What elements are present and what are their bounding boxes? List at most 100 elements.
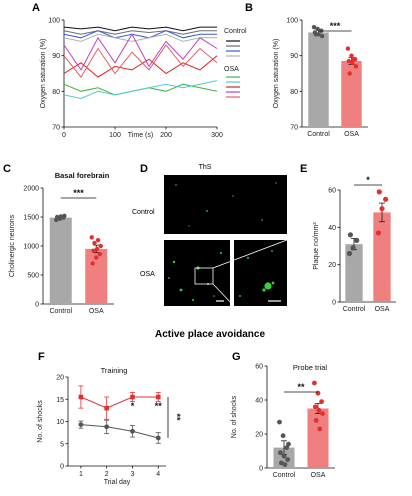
micrograph-stain-label: ThS — [199, 164, 212, 171]
panel-g-data-point — [280, 433, 286, 439]
panel-b-bar-control — [308, 32, 329, 127]
panel-f-data-point — [78, 422, 84, 428]
panel-g-data-point — [320, 411, 325, 416]
panel-c-data-point — [59, 215, 64, 220]
panel-e-y-tick-label: 60 — [328, 188, 336, 195]
panel-b-data-point — [345, 46, 351, 51]
panel-e-data-point — [375, 230, 381, 236]
panel-g-data-point — [285, 457, 290, 462]
panel-g-data-point — [315, 390, 321, 396]
panel-f-y-tick-label: 5 — [60, 441, 64, 448]
panel-e-data-point — [350, 245, 356, 251]
panel-a-trace-osa — [63, 55, 218, 78]
panel-f-x-tick-label: 4 — [156, 471, 160, 478]
panel-c-data-point — [94, 246, 100, 252]
panel-label-a: A — [32, 2, 40, 14]
panel-c-y-tick-label: 2000 — [23, 186, 39, 193]
panel-e-data-point — [383, 196, 389, 202]
panel-a-y-axis-label: Oxygen saturation (%) — [40, 39, 47, 109]
panel-g-y-tick-label: 40 — [255, 398, 263, 405]
panel-f-data-point — [78, 394, 84, 400]
panel-c-y-tick-label: 1000 — [23, 244, 39, 251]
panel-f-x-tick-label: 2 — [105, 471, 109, 478]
panel-g-y-tick-label: 20 — [255, 432, 263, 439]
panel-c-data-point — [89, 235, 94, 240]
panel-c-data-point — [91, 248, 96, 253]
panel-label-b: B — [245, 2, 253, 14]
panel-a-legend-osa: OSA — [224, 66, 239, 73]
panel-f-line-control — [80, 424, 159, 439]
panel-g-y-tick-label: 60 — [255, 364, 263, 371]
panel-f-data-point — [104, 405, 109, 411]
panel-label-f: F — [38, 351, 45, 363]
panel-e-x-tick-label: Control — [343, 306, 366, 313]
panel-f-x-axis-label: Trial day — [104, 479, 131, 486]
panel-e-data-point — [379, 206, 385, 212]
panel-e-x-tick-label: OSA — [375, 306, 390, 313]
micrograph-zoom-box — [194, 267, 214, 285]
micrograph-row-label-control: Control — [132, 209, 155, 216]
panel-c-x-tick-label: OSA — [89, 308, 104, 315]
panel-g-data-point — [313, 418, 319, 423]
panel-f-y-tick-label: 15 — [56, 397, 64, 404]
panel-e-y-axis-label: Plaque no/mm² — [313, 222, 320, 270]
panel-f-data-point — [130, 428, 135, 434]
panel-f-y-tick-label: 10 — [56, 419, 64, 426]
panel-e-significance-label: * — [366, 175, 370, 185]
panel-b-data-point — [311, 24, 317, 30]
panel-label-d: D — [140, 163, 148, 175]
panel-e-bar-osa — [373, 212, 391, 302]
panel-c-data-point — [92, 240, 97, 246]
panel-a-trace-control — [63, 30, 217, 35]
panel-g-data-point — [316, 407, 322, 413]
panel-f-y-axis-label: No. of shocks — [37, 400, 44, 443]
panel-g-data-point — [282, 462, 288, 467]
panel-e-data-point — [346, 250, 353, 257]
panel-g-data-point — [319, 399, 324, 405]
panel-g-data-point — [286, 441, 291, 447]
panel-e-y-tick-label: 20 — [328, 262, 336, 269]
panel-b-x-tick-label: OSA — [344, 131, 359, 138]
panel-f-line-osa — [80, 396, 159, 409]
panel-g-data-point — [312, 380, 317, 386]
micrograph-plaque-dots — [168, 182, 277, 301]
panel-g-y-tick-label: 0 — [259, 466, 263, 473]
panel-b-y-tick-label: 80 — [290, 89, 298, 96]
panel-b-data-point — [315, 26, 320, 32]
panel-f-y-tick-label: 20 — [56, 375, 64, 382]
panel-g-x-tick-label: OSA — [311, 472, 326, 479]
panel-f-title: Training — [101, 366, 128, 375]
panel-e-data-point — [347, 232, 353, 238]
panel-b-data-point — [346, 58, 351, 64]
panel-f-x-tick-label: 1 — [79, 471, 83, 478]
panel-c-bar-control — [49, 217, 72, 304]
panel-b-data-point — [349, 53, 354, 58]
panel-b-data-point — [353, 64, 359, 69]
panel-c-data-point — [94, 255, 99, 260]
panel-g-title: Probe trial — [293, 363, 328, 372]
panel-e-data-point — [376, 189, 382, 195]
panel-g-x-tick-label: Control — [273, 472, 296, 479]
panel-b-x-tick-label: Control — [307, 131, 330, 138]
panel-b-bar-osa — [341, 61, 362, 128]
panel-c-data-point — [95, 238, 101, 243]
panel-f-annotation-overall: ** — [172, 414, 182, 422]
panel-g-data-point — [278, 460, 284, 466]
panel-c-data-point — [97, 251, 103, 257]
panel-b-data-point — [319, 33, 325, 39]
panel-a-x-tick-label: 300 — [211, 132, 223, 139]
panel-c-x-tick-label: Control — [49, 308, 72, 315]
panel-a-x-axis-label: Time (s) — [128, 132, 153, 139]
panel-f-data-point — [130, 394, 135, 400]
panel-a-y-tick-label: 100 — [48, 18, 60, 25]
panel-f-data-point — [155, 435, 161, 441]
micrograph-osa-image — [164, 240, 230, 306]
panel-g-data-point — [278, 450, 283, 456]
panel-label-e: E — [300, 163, 307, 175]
panel-e-bar-control — [345, 244, 363, 302]
panel-a-trace-control — [63, 33, 217, 42]
panel-c-data-point — [90, 261, 95, 266]
panel-c-significance-label: *** — [73, 188, 84, 198]
micrograph-zoom-image — [234, 240, 287, 306]
